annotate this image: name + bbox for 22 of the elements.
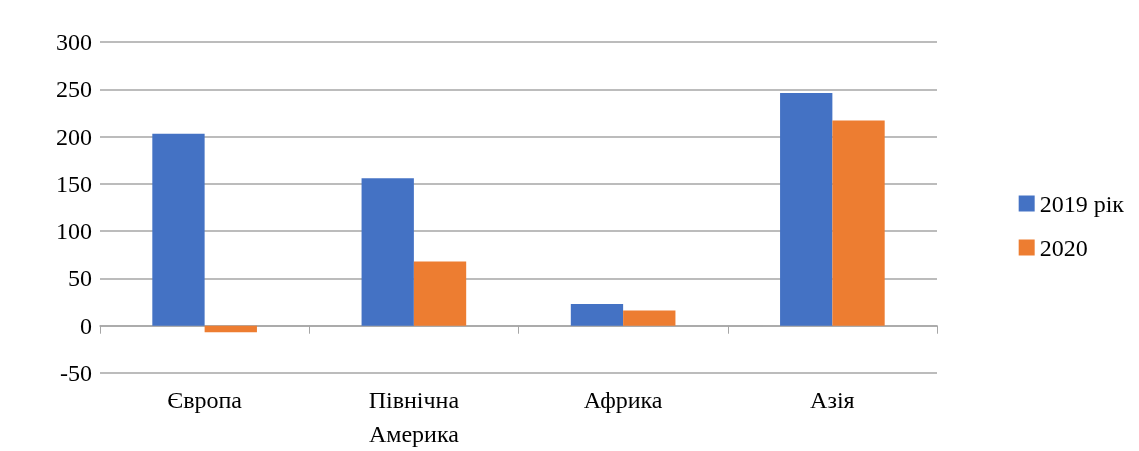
bar — [780, 93, 833, 326]
y-tick-label: 100 — [56, 218, 92, 245]
x-tick-label: Європа — [167, 387, 243, 413]
x-tick-label: Північна Америка — [368, 387, 460, 447]
bar — [204, 325, 257, 333]
y-tick-label: 0 — [80, 312, 92, 339]
bar — [570, 303, 624, 326]
y-tick-label: 300 — [56, 29, 92, 55]
bar — [413, 261, 467, 326]
y-tick-label: -50 — [60, 360, 92, 386]
bar — [623, 310, 676, 326]
y-tick-label: 150 — [56, 170, 92, 197]
y-tick-label: 200 — [56, 123, 92, 150]
legend-label: 2020 — [1039, 234, 1088, 261]
bar — [152, 133, 205, 326]
y-tick-label: 50 — [68, 265, 92, 292]
bar — [361, 178, 414, 326]
y-tick-label: 250 — [56, 76, 92, 103]
x-tick-label: Африка — [583, 387, 663, 413]
legend-label: 2019 рік — [1039, 190, 1125, 217]
x-tick-label: Азія — [810, 387, 855, 413]
bar — [832, 120, 885, 326]
